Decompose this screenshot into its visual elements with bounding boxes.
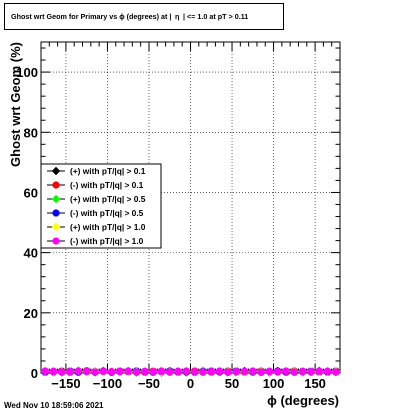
data-point [57,368,66,376]
x-tick-label: −150 [51,376,80,391]
legend-marker [52,209,60,217]
data-point [224,368,232,376]
legend-entry: (-) with pT/|q| > 0.5 [70,208,144,218]
legend-entry: (-) with pT/|q| > 0.1 [70,180,144,190]
data-point [315,367,324,376]
y-tick-label: 20 [24,306,38,321]
data-point [323,367,332,376]
data-point [91,368,99,376]
data-point [157,367,166,376]
legend-marker [52,237,60,245]
data-point [332,368,340,376]
legend-entry: (+) with pT/|q| > 0.5 [70,194,146,204]
legend-box [40,163,162,249]
data-point [248,367,257,376]
y-tick-label: 80 [24,125,38,140]
legend-entry: (+) with pT/|q| > 0.1 [70,166,146,176]
data-point [257,368,265,376]
legend: (+) with pT/|q| > 0.1 (-) with pT/|q| > 0… [40,163,162,249]
y-tick-label: 40 [24,246,38,261]
data-point [41,367,49,376]
data-point [132,368,141,376]
data-point [99,367,108,376]
legend-entry: (+) with pT/|q| > 1.0 [70,222,146,232]
data-point [74,367,83,376]
x-tick-label: −50 [138,376,160,391]
x-tick-label: −100 [93,376,122,391]
data-point [124,367,133,376]
data-point [190,367,199,376]
data-point [207,367,216,376]
data-point [140,367,149,376]
x-tick-label: 50 [225,376,239,391]
x-axis-label: ϕ (degrees) [267,393,339,408]
data-point [182,367,191,376]
data-point [290,368,299,376]
data-point [232,367,241,376]
data-point [240,367,249,376]
data-point [116,367,124,376]
data-point [265,367,274,376]
y-tick-label: 60 [24,185,38,200]
data-point [199,368,207,376]
x-tick-label: 0 [187,376,194,391]
data-point [66,367,74,376]
data-point [82,367,91,376]
legend-entry: (-) with pT/|q| > 1.0 [70,236,144,246]
y-axis-label: Ghost wrt Geom (%) [8,42,23,167]
legend-marker [51,166,61,176]
legend-marker [51,222,61,232]
data-point [49,367,58,376]
data-point [174,367,182,376]
data-points [40,366,341,377]
x-tick-label: 150 [304,376,326,391]
y-tick-label: 100 [16,65,38,80]
data-point [149,367,157,376]
data-point [298,367,307,376]
data-point [273,367,282,376]
timestamp: Wed Nov 10 18:59:06 2021 [4,401,104,410]
legend-marker [51,194,61,204]
data-point [307,367,315,376]
data-point [282,367,290,376]
data-point [107,367,116,376]
x-tick-label: 100 [263,376,285,391]
data-point [165,368,174,376]
chart-title: Ghost wrt Geom for Primary vs ϕ (degrees… [11,12,249,21]
data-point [215,367,224,376]
legend-marker [52,181,60,189]
y-tick-label: 0 [31,366,38,381]
axes: 0 20 40 60 80 100 −150 −100 −50 0 50 100 150 [16,41,341,391]
chart-title-box: Ghost wrt Geom for Primary vs ϕ (degrees… [4,3,284,30]
